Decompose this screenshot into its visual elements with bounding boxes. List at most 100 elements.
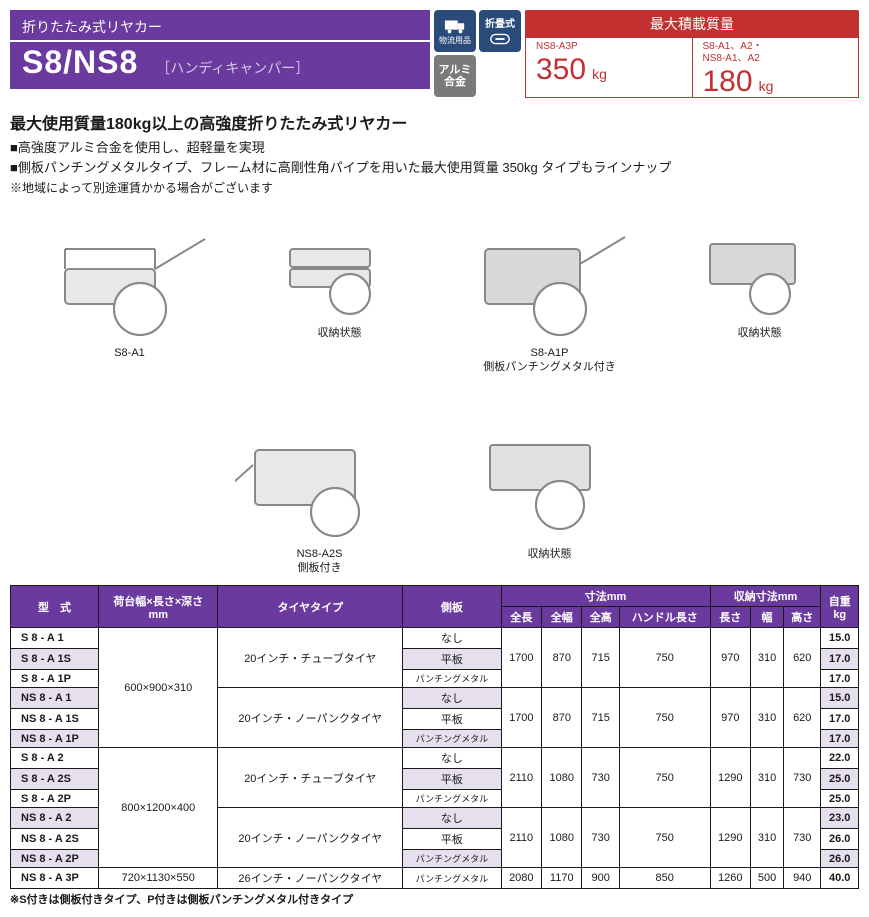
load-value: 350 (536, 53, 586, 87)
cell-dim: 850 (619, 868, 710, 889)
badge-logistics: 物流用品 (434, 10, 476, 52)
max-load-title: 最大積載質量 (525, 10, 859, 38)
feature-line: ■高強度アルミ合金を使用し、超軽量を実現 (10, 138, 859, 158)
col-stored-w: 幅 (750, 607, 783, 628)
load-unit: kg (759, 78, 774, 94)
cell-dim: 750 (619, 748, 710, 808)
col-dims-h: 全高 (582, 607, 619, 628)
product-item: 収納状態 (275, 214, 405, 375)
product-caption: S8-A1P 側板パンチングメタル付き (483, 346, 616, 375)
col-stored-h: 高さ (784, 607, 821, 628)
cell-side: パンチングメタル (403, 730, 501, 748)
product-subtitle: ［ハンディキャンパー］ (156, 58, 309, 78)
cell-model: NS 8 - A 1 (11, 688, 99, 709)
product-gallery: S8-A1 収納状態 S8-A1P 側板パンチングメタル付き (40, 214, 829, 575)
cell-side: 平板 (403, 769, 501, 790)
cell-side: なし (403, 688, 501, 709)
cell-weight: 26.0 (821, 829, 859, 850)
cell-dim: 715 (582, 688, 619, 748)
cell-dim: 750 (619, 808, 710, 868)
feature-line: ■側板パンチングメタルタイプ、フレーム材に高剛性角パイプを用いた最大使用質量 3… (10, 158, 859, 178)
cell-stored: 730 (784, 808, 821, 868)
spec-table-head: 型 式 荷台幅×長さ×深さ mm タイヤタイプ 側板 寸法mm 収納寸法mm 自… (11, 586, 859, 628)
cell-stored: 310 (750, 628, 783, 688)
cell-side: 平板 (403, 829, 501, 850)
product-item: S8-A1P 側板パンチングメタル付き (465, 214, 635, 375)
cart-side-icon (235, 420, 405, 540)
load-label: S8-A1、A2・ NS8-A1、A2 (703, 41, 849, 65)
max-load-body: NS8-A3P 350 kg S8-A1、A2・ NS8-A1、A2 180 k… (525, 38, 859, 98)
table-row: NS 8 - A 3P720×1130×55026インチ・ノーパンクタイヤパンチ… (11, 868, 859, 889)
title-bar: S8/NS8 ［ハンディキャンパー］ (10, 42, 430, 89)
col-dims-w: 全幅 (542, 607, 582, 628)
cell-tire: 26インチ・ノーパンクタイヤ (218, 868, 403, 889)
cart-folded-icon (695, 219, 825, 319)
cell-weight: 23.0 (821, 808, 859, 829)
cell-model: NS 8 - A 1P (11, 730, 99, 748)
cell-dim: 730 (582, 748, 619, 808)
shipping-note: ※地域によって別途運賃かかる場合がございます (10, 179, 859, 196)
table-footnote: ※S付きは側板付きタイプ、P付きは側板パンチングメタル付きタイプ (10, 891, 859, 907)
cell-model: S 8 - A 2 (11, 748, 99, 769)
cell-stored: 310 (750, 808, 783, 868)
cell-tire: 20インチ・ノーパンクタイヤ (218, 808, 403, 868)
spec-table: 型 式 荷台幅×長さ×深さ mm タイヤタイプ 側板 寸法mm 収納寸法mm 自… (10, 585, 859, 889)
cell-dim: 870 (542, 688, 582, 748)
cell-weight: 15.0 (821, 688, 859, 709)
cell-weight: 26.0 (821, 850, 859, 868)
col-tire: タイヤタイプ (218, 586, 403, 628)
cell-weight: 15.0 (821, 628, 859, 649)
cell-weight: 17.0 (821, 670, 859, 688)
load-cell-left: NS8-A3P 350 kg (526, 38, 693, 97)
cell-weight: 17.0 (821, 709, 859, 730)
load-cell-right: S8-A1、A2・ NS8-A1、A2 180 kg (693, 38, 859, 97)
cell-side: パンチングメタル (403, 790, 501, 808)
product-caption: S8-A1 (114, 346, 145, 360)
cell-side: なし (403, 628, 501, 649)
description-block: 最大使用質量180kg以上の高強度折りたたみ式リヤカー ■高強度アルミ合金を使用… (10, 110, 859, 196)
cell-side: パンチングメタル (403, 850, 501, 868)
cell-tire: 20インチ・チューブタイヤ (218, 748, 403, 808)
cell-platform: 800×1200×400 (99, 748, 218, 868)
cell-side: なし (403, 748, 501, 769)
cell-dim: 2080 (501, 868, 541, 889)
spec-table-body: S 8 - A 1600×900×31020インチ・チューブタイヤなし17008… (11, 628, 859, 889)
max-load-block: 最大積載質量 NS8-A3P 350 kg S8-A1、A2・ NS8-A1、A… (525, 10, 859, 100)
cell-model: S 8 - A 1S (11, 649, 99, 670)
cell-dim: 750 (619, 628, 710, 688)
cart-icon (45, 219, 215, 339)
product-image (695, 214, 825, 324)
product-image (275, 214, 405, 324)
badge-foldable: 折畳式 (479, 10, 521, 52)
load-label: NS8-A3P (536, 41, 682, 53)
cell-dim: 730 (582, 808, 619, 868)
load-value: 180 (703, 65, 753, 99)
cart-folded-icon (465, 420, 635, 540)
fold-icon (489, 30, 511, 48)
cell-dim: 715 (582, 628, 619, 688)
cell-side: 平板 (403, 649, 501, 670)
cell-dim: 870 (542, 628, 582, 688)
cell-model: S 8 - A 1 (11, 628, 99, 649)
col-dims-handle: ハンドル長さ (619, 607, 710, 628)
cell-model: NS 8 - A 1S (11, 709, 99, 730)
load-unit: kg (592, 66, 607, 82)
cell-stored: 1260 (710, 868, 750, 889)
cell-stored: 310 (750, 748, 783, 808)
col-dims: 寸法mm (501, 586, 710, 607)
product-image (465, 415, 635, 545)
truck-icon (444, 17, 466, 35)
cell-stored: 1290 (710, 808, 750, 868)
badge-aluminum: アルミ合金 (434, 55, 476, 97)
product-item: S8-A1 (45, 214, 215, 375)
cart-panel-icon (465, 219, 635, 339)
cell-stored: 1290 (710, 748, 750, 808)
product-caption: 収納状態 (738, 326, 782, 340)
cell-side: なし (403, 808, 501, 829)
col-dims-len: 全長 (501, 607, 541, 628)
product-caption: 収納状態 (318, 326, 362, 340)
cell-platform: 720×1130×550 (99, 868, 218, 889)
cell-side: パンチングメタル (403, 868, 501, 889)
col-platform: 荷台幅×長さ×深さ mm (99, 586, 218, 628)
cell-platform: 600×900×310 (99, 628, 218, 748)
